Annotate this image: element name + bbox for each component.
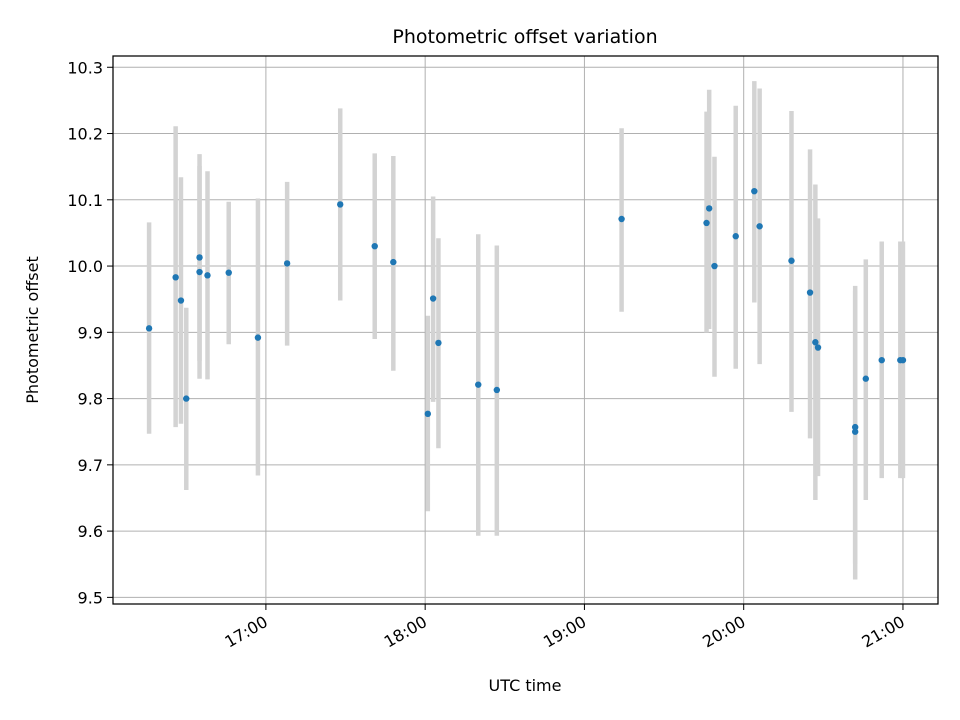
data-point: [493, 386, 501, 394]
data-point: [814, 344, 822, 351]
data-point: [851, 428, 859, 435]
data-point: [254, 334, 262, 341]
data-point: [878, 356, 885, 364]
data-point: [204, 272, 211, 279]
x-axis-title: UTC time: [489, 676, 562, 695]
y-tick-label: 10.0: [67, 257, 103, 276]
data-point: [371, 242, 378, 250]
grid: [113, 56, 938, 604]
y-tick-label: 9.5: [78, 588, 103, 607]
data-point: [751, 187, 758, 195]
y-tick-label: 9.8: [78, 390, 103, 409]
data-point: [475, 381, 482, 388]
y-tick-label: 10.1: [67, 191, 103, 210]
y-tick-label: 9.7: [78, 456, 103, 475]
data-point: [806, 289, 814, 296]
y-axis-title: Photometric offset: [23, 256, 42, 404]
data-point: [862, 375, 869, 382]
data-point: [196, 254, 203, 261]
data-point: [618, 215, 625, 223]
data-point: [145, 325, 153, 332]
data-point: [172, 274, 179, 281]
data-point: [183, 395, 190, 402]
y-tick-label: 9.6: [78, 522, 103, 541]
data-point: [390, 258, 397, 266]
data-point: [711, 262, 718, 270]
data-point: [788, 257, 795, 264]
data-point: [283, 260, 291, 267]
data-point: [225, 269, 232, 276]
plot-area-background: [113, 56, 938, 604]
data-point: [756, 223, 763, 230]
y-axis: 9.5 9.6 9.7 9.8 9.9 10.0 10.1 10.2 10.3: [67, 58, 113, 607]
chart-title: Photometric offset variation: [392, 26, 657, 48]
data-point: [337, 201, 344, 208]
data-point: [899, 356, 907, 364]
data-point: [732, 233, 739, 240]
data-markers: [145, 187, 907, 435]
data-point: [429, 295, 437, 302]
data-point: [703, 219, 710, 227]
data-point: [424, 410, 432, 418]
data-point: [851, 423, 859, 431]
data-point: [196, 268, 203, 276]
y-tick-label: 10.3: [67, 58, 103, 77]
data-point: [705, 205, 713, 212]
data-point: [177, 297, 185, 304]
y-tick-label: 10.2: [67, 125, 103, 144]
y-tick-label: 9.9: [78, 323, 103, 342]
data-point: [812, 339, 819, 346]
data-point: [435, 339, 442, 347]
plot-frame: [112, 55, 939, 605]
